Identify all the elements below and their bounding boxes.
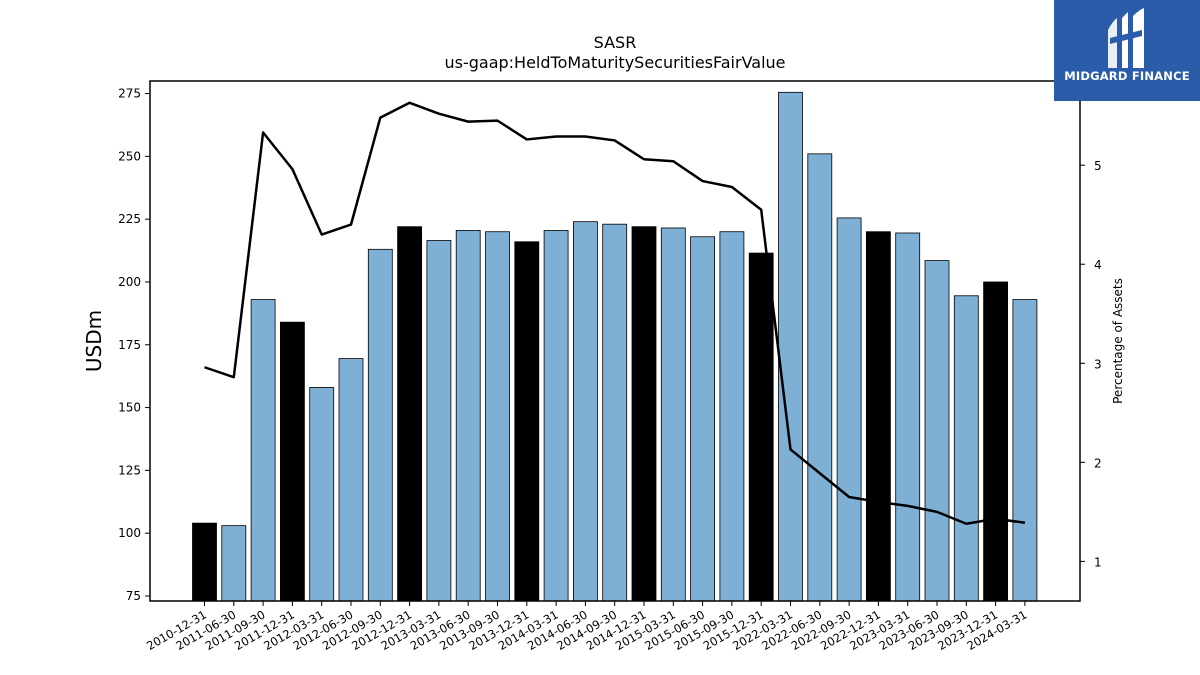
bar bbox=[719, 231, 745, 602]
y-tick-label: 125 bbox=[118, 463, 141, 477]
y-tick-label: 225 bbox=[118, 212, 141, 226]
bar bbox=[690, 236, 715, 602]
logo-text: MIDGARD FINANCE bbox=[1064, 69, 1190, 83]
bar bbox=[192, 522, 217, 602]
y2-tick-label: 1 bbox=[1094, 555, 1102, 569]
bar bbox=[367, 248, 393, 602]
bar bbox=[543, 230, 569, 602]
bar bbox=[250, 299, 276, 602]
y-tick-label: 175 bbox=[118, 338, 141, 352]
bar bbox=[836, 217, 862, 602]
y-tick-label: 150 bbox=[118, 401, 141, 415]
bar bbox=[1012, 299, 1038, 602]
bar bbox=[924, 260, 950, 602]
bar bbox=[602, 223, 628, 602]
y2-tick-label: 2 bbox=[1094, 456, 1102, 470]
bar bbox=[338, 358, 364, 602]
y-tick-label: 275 bbox=[118, 87, 141, 101]
bar bbox=[778, 91, 803, 602]
chart-title: SASR bbox=[594, 33, 637, 52]
bar bbox=[221, 525, 247, 602]
bar bbox=[397, 226, 423, 602]
bar bbox=[485, 231, 510, 602]
bar-series bbox=[192, 91, 1038, 602]
bar bbox=[866, 231, 891, 602]
bar bbox=[953, 295, 979, 602]
bar bbox=[895, 232, 921, 602]
bar bbox=[573, 221, 598, 602]
logo-mark-icon bbox=[1108, 8, 1144, 68]
bar bbox=[631, 226, 657, 602]
bar bbox=[807, 153, 833, 602]
y-axis-label: USDm bbox=[82, 310, 106, 372]
line-series bbox=[204, 101, 1026, 525]
y-tick-label: 200 bbox=[118, 275, 141, 289]
bar bbox=[514, 241, 540, 602]
chart-subtitle: us-gaap:HeldToMaturitySecuritiesFairValu… bbox=[444, 53, 785, 72]
bar bbox=[426, 240, 452, 602]
y2-tick-label: 4 bbox=[1094, 258, 1102, 272]
y-tick-label: 100 bbox=[118, 526, 141, 540]
bar bbox=[455, 230, 481, 602]
y2-axis-label: Percentage of Assets bbox=[1111, 278, 1125, 404]
y2-tick-label: 3 bbox=[1094, 357, 1102, 371]
y-tick-label: 250 bbox=[118, 149, 141, 163]
bar bbox=[983, 281, 1008, 602]
bar bbox=[748, 252, 774, 602]
bar bbox=[660, 227, 686, 602]
line-path bbox=[204, 101, 1026, 525]
bar bbox=[309, 387, 335, 602]
bar bbox=[279, 321, 305, 602]
y-tick-label: 75 bbox=[126, 589, 141, 603]
y2-tick-label: 5 bbox=[1094, 159, 1102, 173]
logo: MIDGARD FINANCE bbox=[1054, 0, 1200, 101]
